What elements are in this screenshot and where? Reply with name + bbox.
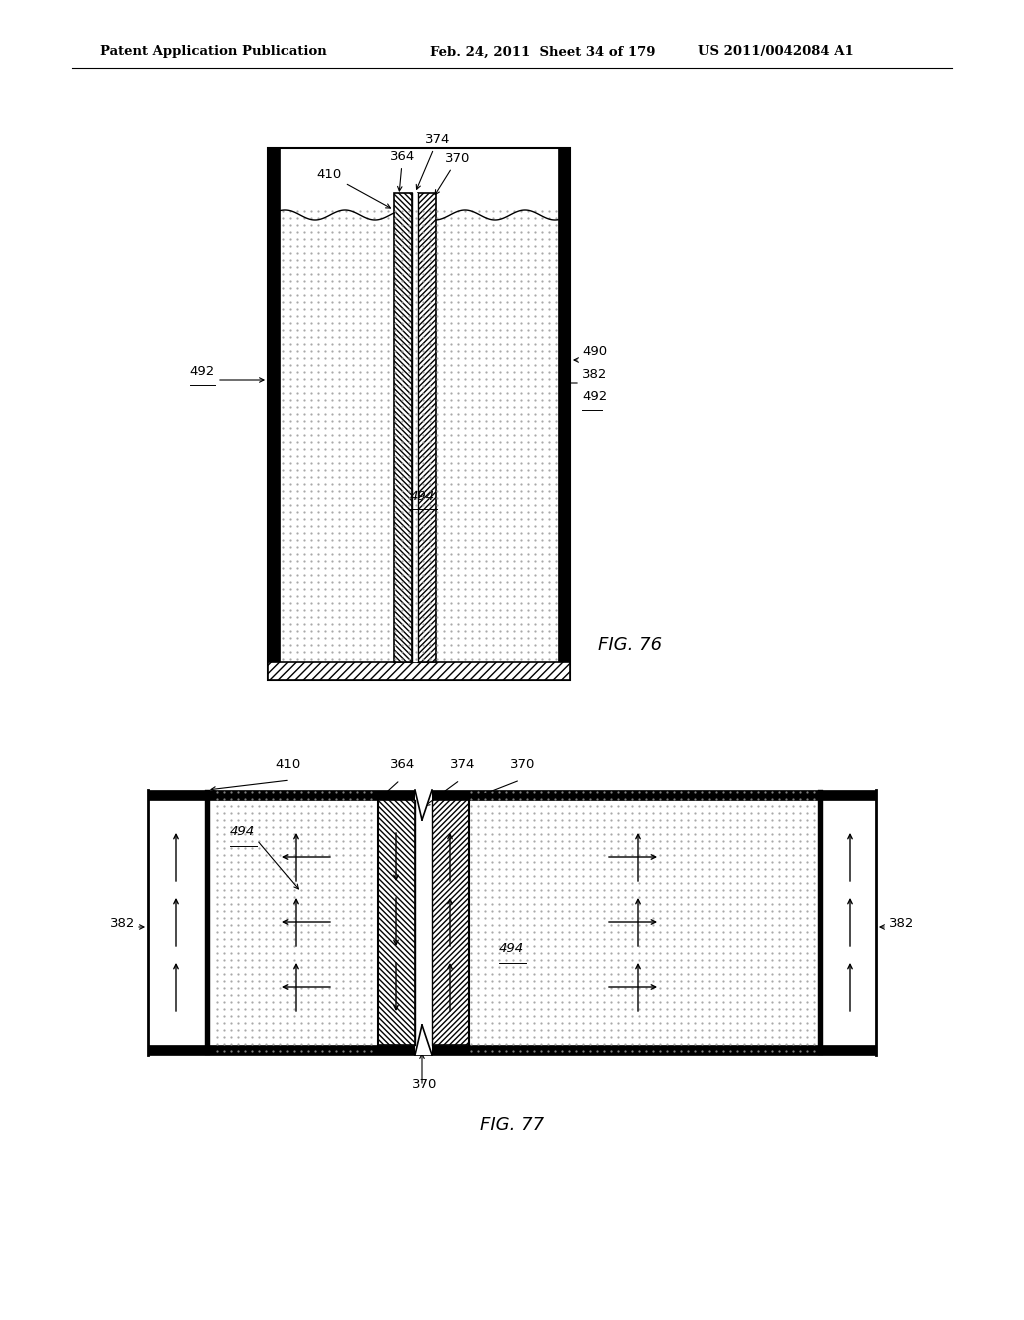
Bar bbox=[415, 789, 432, 1055]
Polygon shape bbox=[415, 1026, 432, 1055]
Text: 492: 492 bbox=[189, 366, 215, 378]
Text: US 2011/0042084 A1: US 2011/0042084 A1 bbox=[698, 45, 854, 58]
Text: 382: 382 bbox=[110, 917, 135, 931]
Text: 494: 494 bbox=[410, 490, 435, 503]
Text: 410: 410 bbox=[275, 758, 300, 771]
Bar bbox=[432, 800, 469, 1045]
Text: 494: 494 bbox=[499, 942, 524, 954]
Text: 370: 370 bbox=[412, 1078, 437, 1092]
Bar bbox=[558, 148, 570, 680]
Bar bbox=[268, 663, 570, 680]
Bar bbox=[378, 800, 415, 1045]
Text: 370: 370 bbox=[435, 152, 470, 194]
Bar bbox=[418, 193, 436, 663]
Text: FIG. 77: FIG. 77 bbox=[480, 1115, 544, 1134]
Text: 370: 370 bbox=[510, 758, 536, 771]
Text: 382: 382 bbox=[582, 368, 607, 381]
Bar bbox=[268, 148, 280, 680]
Text: 410: 410 bbox=[316, 168, 390, 209]
Text: 492: 492 bbox=[582, 389, 607, 403]
Text: 494: 494 bbox=[230, 825, 255, 838]
Bar bbox=[818, 789, 823, 1055]
Text: 490: 490 bbox=[582, 345, 607, 358]
Text: 374: 374 bbox=[417, 133, 451, 189]
Bar bbox=[268, 148, 570, 680]
Text: 364: 364 bbox=[390, 150, 416, 191]
Text: Feb. 24, 2011  Sheet 34 of 179: Feb. 24, 2011 Sheet 34 of 179 bbox=[430, 45, 655, 58]
Text: 382: 382 bbox=[889, 917, 914, 931]
Bar bbox=[205, 789, 210, 1055]
Bar bbox=[148, 1045, 876, 1055]
Bar bbox=[394, 193, 412, 663]
Text: FIG. 76: FIG. 76 bbox=[598, 636, 663, 653]
Text: 364: 364 bbox=[390, 758, 416, 771]
Polygon shape bbox=[415, 789, 432, 820]
Bar bbox=[148, 789, 876, 800]
Text: Patent Application Publication: Patent Application Publication bbox=[100, 45, 327, 58]
Text: 374: 374 bbox=[450, 758, 475, 771]
Bar bbox=[412, 193, 418, 663]
